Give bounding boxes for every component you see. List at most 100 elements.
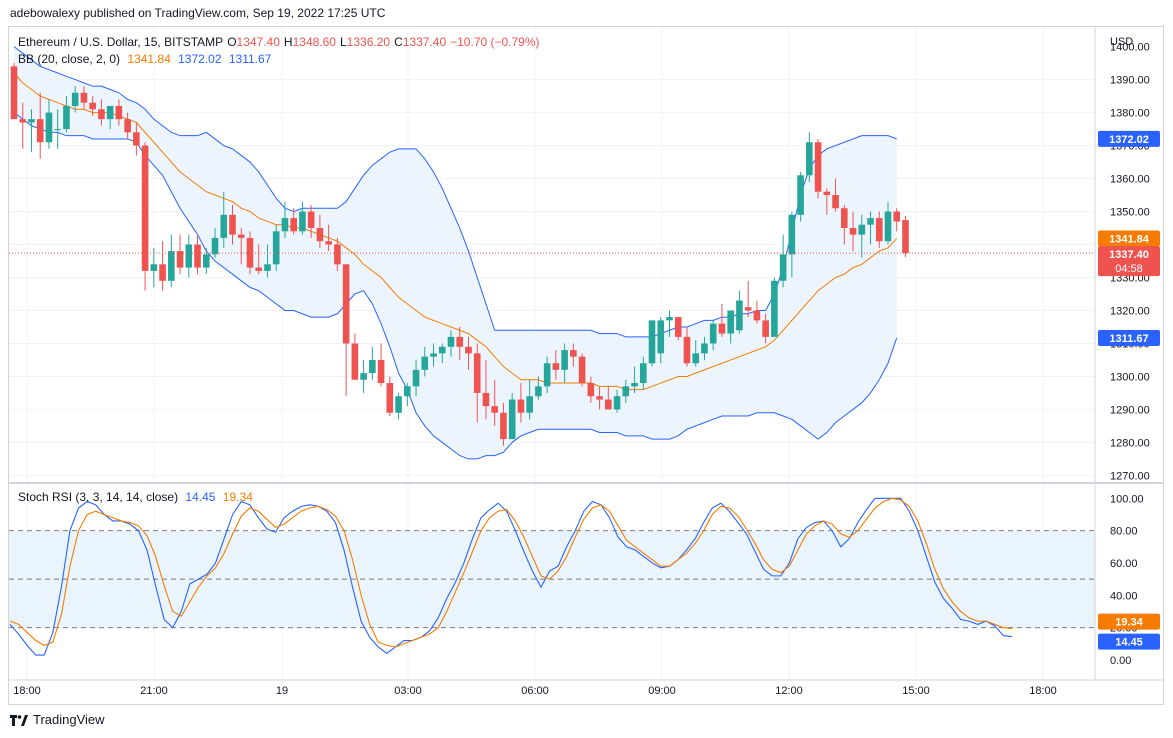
candle-body xyxy=(438,346,446,354)
candle-body xyxy=(762,320,769,337)
close-label: C xyxy=(394,35,403,49)
candle-body xyxy=(884,211,892,242)
rsi-tick-label: 0.00 xyxy=(1110,655,1131,667)
rsi-tick-label: 80.00 xyxy=(1110,526,1138,538)
candle-body xyxy=(255,267,263,271)
candle-body xyxy=(832,195,839,209)
bb-band-fill xyxy=(14,46,897,459)
price-tick-label: 1320.00 xyxy=(1110,305,1150,317)
rsi-label[interactable]: Stoch RSI (3, 3, 14, 14, close) xyxy=(18,490,179,504)
candle-body xyxy=(718,323,726,334)
badge-rsi-d-text: 19.34 xyxy=(1115,617,1143,629)
price-tick-label: 1280.00 xyxy=(1110,437,1150,449)
open-label: O xyxy=(227,35,237,49)
bb-basis-value: 1341.84 xyxy=(127,52,171,66)
candle-body xyxy=(552,363,560,370)
candle-body xyxy=(185,244,193,268)
bb-basis-line xyxy=(13,72,898,391)
rsi-d-line xyxy=(9,497,1013,648)
candle-body xyxy=(45,112,53,143)
candle-body xyxy=(806,142,813,176)
candle-body xyxy=(788,214,796,255)
candle-body xyxy=(779,254,787,281)
close-value: 1337.40 xyxy=(402,35,447,49)
candle-body xyxy=(491,406,498,413)
badge-bb-upper-text: 1372.02 xyxy=(1109,134,1149,146)
price-tick-label: 1400.00 xyxy=(1110,42,1150,54)
candle-body xyxy=(570,350,577,357)
candle-body xyxy=(596,396,603,400)
candle-body xyxy=(797,175,804,215)
candle-body xyxy=(141,145,149,271)
candle-body xyxy=(264,264,271,271)
candle-body xyxy=(744,307,752,311)
candle-body xyxy=(115,105,123,120)
bollinger-bands xyxy=(13,46,898,460)
bb-label[interactable]: BB (20, close, 2, 0) xyxy=(18,52,121,66)
candle-body xyxy=(89,102,96,110)
candle-body xyxy=(133,132,140,146)
bb-legend: BB (20, close, 2, 0) 1341.84 1372.02 131… xyxy=(18,52,275,66)
candle-body xyxy=(281,218,289,232)
candle-body xyxy=(613,396,621,410)
low-label: L xyxy=(339,35,347,49)
candle-body xyxy=(902,220,909,254)
candle-body xyxy=(727,310,734,334)
footer-brand-text: TradingView xyxy=(33,712,105,727)
candle-body xyxy=(587,383,595,397)
candle-body xyxy=(841,208,848,229)
candle-body xyxy=(28,119,35,123)
time-tick-label: 19 xyxy=(276,685,288,697)
candle-body xyxy=(325,241,332,245)
candle-body xyxy=(605,399,612,410)
badge-rsi-k xyxy=(1098,633,1160,650)
footer-brand[interactable]: TradingView xyxy=(10,712,105,727)
rsi-legend: Stoch RSI (3, 3, 14, 14, close) 14.45 19… xyxy=(18,490,257,504)
candle-body xyxy=(211,237,219,255)
candle-body xyxy=(237,234,245,238)
candle-body xyxy=(159,264,166,281)
candle-body xyxy=(316,228,324,242)
candle-body xyxy=(369,359,376,374)
badge-rsi-d xyxy=(1098,613,1160,630)
candle-body xyxy=(98,109,105,120)
candle-body xyxy=(517,399,525,413)
candle-body xyxy=(54,129,61,131)
candle-body xyxy=(561,350,568,370)
candle-body xyxy=(849,228,857,235)
candle-body xyxy=(395,396,402,413)
axes: USD1400.001390.001380.001370.001360.0013… xyxy=(9,27,1163,697)
candle-body xyxy=(508,399,516,440)
candle-body xyxy=(465,346,472,354)
bb-upper-line xyxy=(13,46,897,338)
candle-body xyxy=(771,280,778,337)
candle-body xyxy=(63,105,70,130)
candle-body xyxy=(202,254,210,268)
candle-body xyxy=(412,369,420,387)
candle-body xyxy=(648,320,656,364)
candle-body xyxy=(578,356,586,384)
candle-body xyxy=(683,336,691,364)
candle-body xyxy=(194,244,201,268)
candle-body xyxy=(473,353,481,393)
candle-body xyxy=(858,224,866,235)
time-tick-label: 03:00 xyxy=(394,685,422,697)
candle-body xyxy=(535,386,542,397)
time-tick-label: 21:00 xyxy=(140,685,168,697)
symbol-title[interactable]: Ethereum / U.S. Dollar, 15, BITSTAMP xyxy=(18,35,224,49)
badge-last-price-countdown: 04:58 xyxy=(1115,263,1143,275)
candle-body xyxy=(639,363,647,384)
price-tick-label: 1350.00 xyxy=(1110,207,1150,219)
price-tick-label: 1380.00 xyxy=(1110,108,1150,120)
candle-body xyxy=(430,353,437,357)
candle-body xyxy=(622,386,630,397)
badge-rsi-k-text: 14.45 xyxy=(1115,637,1143,649)
candle-body xyxy=(377,359,385,384)
badge-bb-basis-text: 1341.84 xyxy=(1109,233,1150,245)
high-label: H xyxy=(283,35,293,49)
candle-body xyxy=(875,218,883,242)
candle-body xyxy=(456,336,464,347)
candle-body xyxy=(631,383,638,387)
candle-body xyxy=(299,211,306,232)
